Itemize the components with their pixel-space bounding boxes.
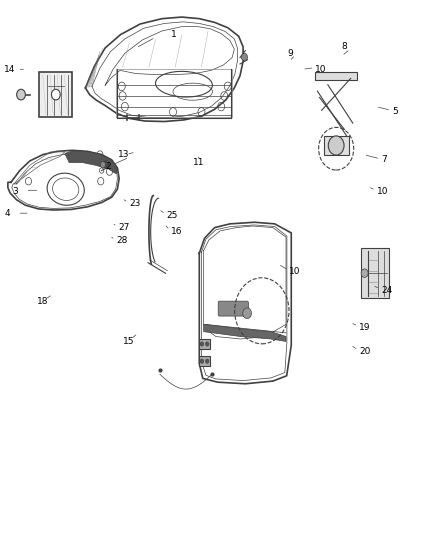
- Text: 3: 3: [12, 188, 18, 196]
- Text: 24: 24: [381, 286, 392, 295]
- Text: 4: 4: [4, 209, 10, 217]
- Text: 11: 11: [193, 158, 204, 167]
- Text: 27: 27: [118, 223, 130, 232]
- Text: 14: 14: [4, 65, 16, 74]
- Text: 10: 10: [377, 188, 388, 196]
- Text: 15: 15: [123, 337, 134, 345]
- Text: 28: 28: [116, 237, 127, 245]
- Text: 13: 13: [118, 150, 130, 159]
- Polygon shape: [324, 136, 349, 155]
- Circle shape: [205, 342, 209, 346]
- Polygon shape: [65, 151, 117, 174]
- Text: 1: 1: [171, 30, 177, 39]
- Circle shape: [205, 359, 209, 364]
- FancyBboxPatch shape: [218, 301, 248, 316]
- Text: 23: 23: [129, 199, 141, 208]
- Polygon shape: [315, 72, 357, 80]
- Text: 7: 7: [381, 156, 387, 164]
- Circle shape: [361, 269, 368, 278]
- Text: 20: 20: [359, 348, 371, 356]
- Circle shape: [200, 342, 204, 346]
- Polygon shape: [199, 339, 210, 349]
- Text: 2: 2: [105, 162, 111, 171]
- Text: 8: 8: [342, 42, 347, 51]
- Circle shape: [51, 90, 60, 100]
- Text: 10: 10: [289, 268, 300, 276]
- Text: 25: 25: [166, 212, 178, 220]
- Circle shape: [328, 136, 344, 155]
- Circle shape: [241, 53, 247, 61]
- Text: 18: 18: [37, 297, 49, 305]
- Polygon shape: [199, 357, 210, 366]
- Circle shape: [243, 308, 251, 319]
- Circle shape: [200, 359, 204, 364]
- Text: 19: 19: [359, 324, 371, 332]
- Polygon shape: [361, 248, 389, 298]
- Polygon shape: [204, 324, 286, 342]
- Polygon shape: [39, 72, 72, 117]
- Circle shape: [17, 90, 25, 100]
- Text: 5: 5: [392, 108, 398, 116]
- Text: 10: 10: [315, 65, 327, 74]
- Text: 9: 9: [287, 49, 293, 58]
- Circle shape: [100, 161, 106, 168]
- Text: 16: 16: [171, 228, 182, 236]
